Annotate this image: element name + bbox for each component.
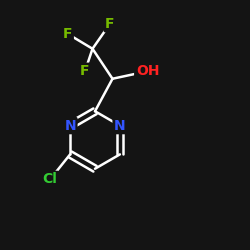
Text: N: N <box>114 119 126 132</box>
Text: F: F <box>80 64 90 78</box>
Text: Cl: Cl <box>43 172 58 186</box>
Text: F: F <box>63 27 72 41</box>
Text: N: N <box>64 119 76 132</box>
Text: OH: OH <box>136 64 159 78</box>
Text: F: F <box>105 17 115 31</box>
